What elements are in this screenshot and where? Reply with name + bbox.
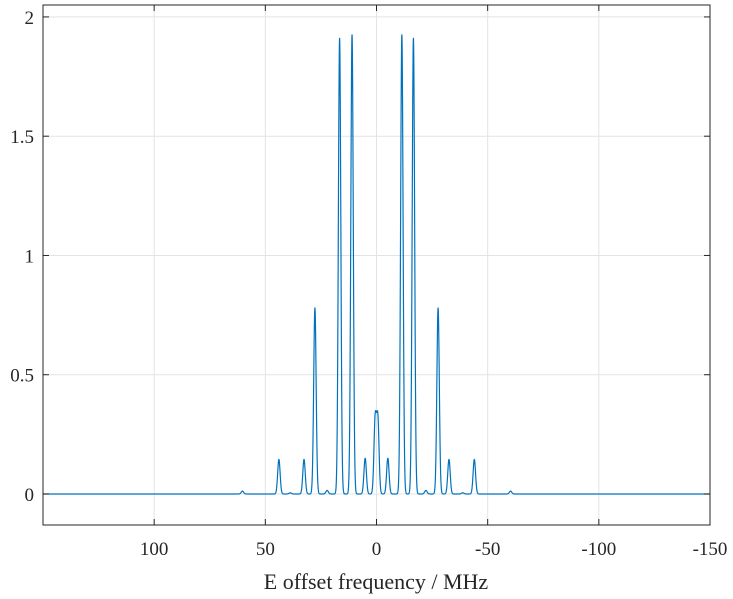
x-tick-label: 100 (140, 539, 169, 560)
grid (43, 5, 710, 525)
x-tick-labels: 100 50 0 -50 -100 -150 (140, 539, 727, 560)
x-tick-label: -150 (693, 539, 728, 560)
ticks (43, 5, 711, 525)
y-tick-label: 1.5 (10, 127, 34, 148)
x-tick-label: -50 (475, 539, 500, 560)
series-group (42, 34, 711, 495)
x-tick-label: 0 (372, 539, 382, 560)
y-tick-label: 0.5 (10, 366, 34, 387)
y-tick-label: 0 (25, 485, 35, 506)
y-tick-labels: 0 0.5 1 1.5 2 (10, 8, 34, 506)
x-tick-label: -100 (581, 539, 616, 560)
x-axis-label: E offset frequency / MHz (264, 569, 489, 594)
x-tick-label: 50 (256, 539, 275, 560)
spectrum-line (42, 34, 711, 495)
y-tick-label: 1 (25, 246, 35, 267)
y-tick-label: 2 (25, 8, 35, 29)
